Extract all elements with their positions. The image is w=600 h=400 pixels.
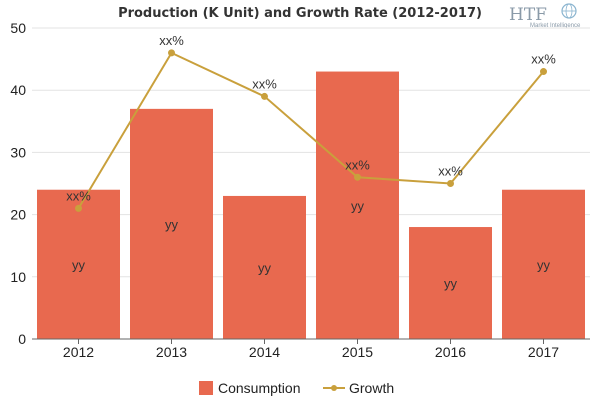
- consumption-bar: [316, 71, 399, 339]
- consumption-data-label: yy: [258, 260, 272, 275]
- legend-consumption-label: Consumption: [218, 380, 301, 396]
- consumption-data-label: yy: [165, 217, 179, 232]
- x-tick-label: 2017: [528, 344, 559, 360]
- x-tick-label: 2013: [156, 344, 187, 360]
- growth-point: [447, 180, 454, 187]
- consumption-data-label: yy: [444, 276, 458, 291]
- growth-data-label: xx%: [531, 52, 556, 67]
- consumption-bar: [130, 108, 213, 339]
- x-tick-label: 2012: [63, 344, 94, 360]
- logo-brand: HTF: [509, 5, 547, 25]
- growth-point: [540, 68, 547, 76]
- growth-data-label: xx%: [66, 188, 91, 203]
- y-tick-label: 40: [10, 82, 26, 98]
- x-tick-label: 2016: [435, 344, 466, 360]
- htf-logo: HTF Market Intelligence: [509, 3, 581, 29]
- consumption-labels: yy yy yy yy yy yy: [72, 198, 551, 291]
- chart-title: Production (K Unit) and Growth Rate (201…: [118, 6, 482, 21]
- legend: Consumption Growth: [199, 380, 394, 396]
- consumption-bar: [223, 195, 306, 339]
- consumption-bar: [409, 227, 492, 339]
- growth-point: [75, 204, 82, 212]
- growth-line-path: [77, 51, 545, 209]
- consumption-data-label: yy: [537, 257, 551, 272]
- y-tick-label: 30: [10, 144, 26, 160]
- y-tick-label: 0: [18, 331, 26, 347]
- growth-data-label: xx%: [159, 33, 184, 48]
- x-tick-label: 2014: [249, 344, 280, 360]
- growth-point: [261, 92, 268, 100]
- growth-point: [168, 49, 175, 57]
- consumption-bars: [37, 71, 585, 339]
- growth-data-label: xx%: [345, 157, 370, 172]
- growth-data-label: xx%: [438, 164, 463, 179]
- y-tick-label: 20: [10, 207, 26, 223]
- x-tick-label: 2015: [342, 344, 373, 360]
- globe-icon: [561, 3, 577, 19]
- consumption-bar: [502, 189, 585, 339]
- legend-growth-marker: [331, 385, 337, 391]
- growth-line: [75, 49, 547, 212]
- logo-tagline: Market Intelligence: [530, 23, 581, 29]
- legend-consumption-swatch: [199, 381, 213, 395]
- growth-point: [354, 173, 361, 181]
- consumption-data-label: yy: [351, 198, 365, 213]
- gridlines: [32, 27, 590, 278]
- y-tick-label: 10: [10, 269, 26, 285]
- x-axis-ticks: 2012 2013 2014 2015 2016 2017: [63, 339, 559, 360]
- growth-data-label: xx%: [252, 76, 277, 91]
- y-tick-label: 50: [10, 20, 26, 36]
- consumption-bar: [37, 189, 120, 339]
- y-axis-ticks: 0 10 20 30 40 50: [10, 20, 26, 347]
- growth-labels: xx% xx% xx% xx% xx% xx%: [66, 33, 556, 204]
- legend-growth-label: Growth: [349, 380, 394, 396]
- consumption-data-label: yy: [72, 257, 86, 272]
